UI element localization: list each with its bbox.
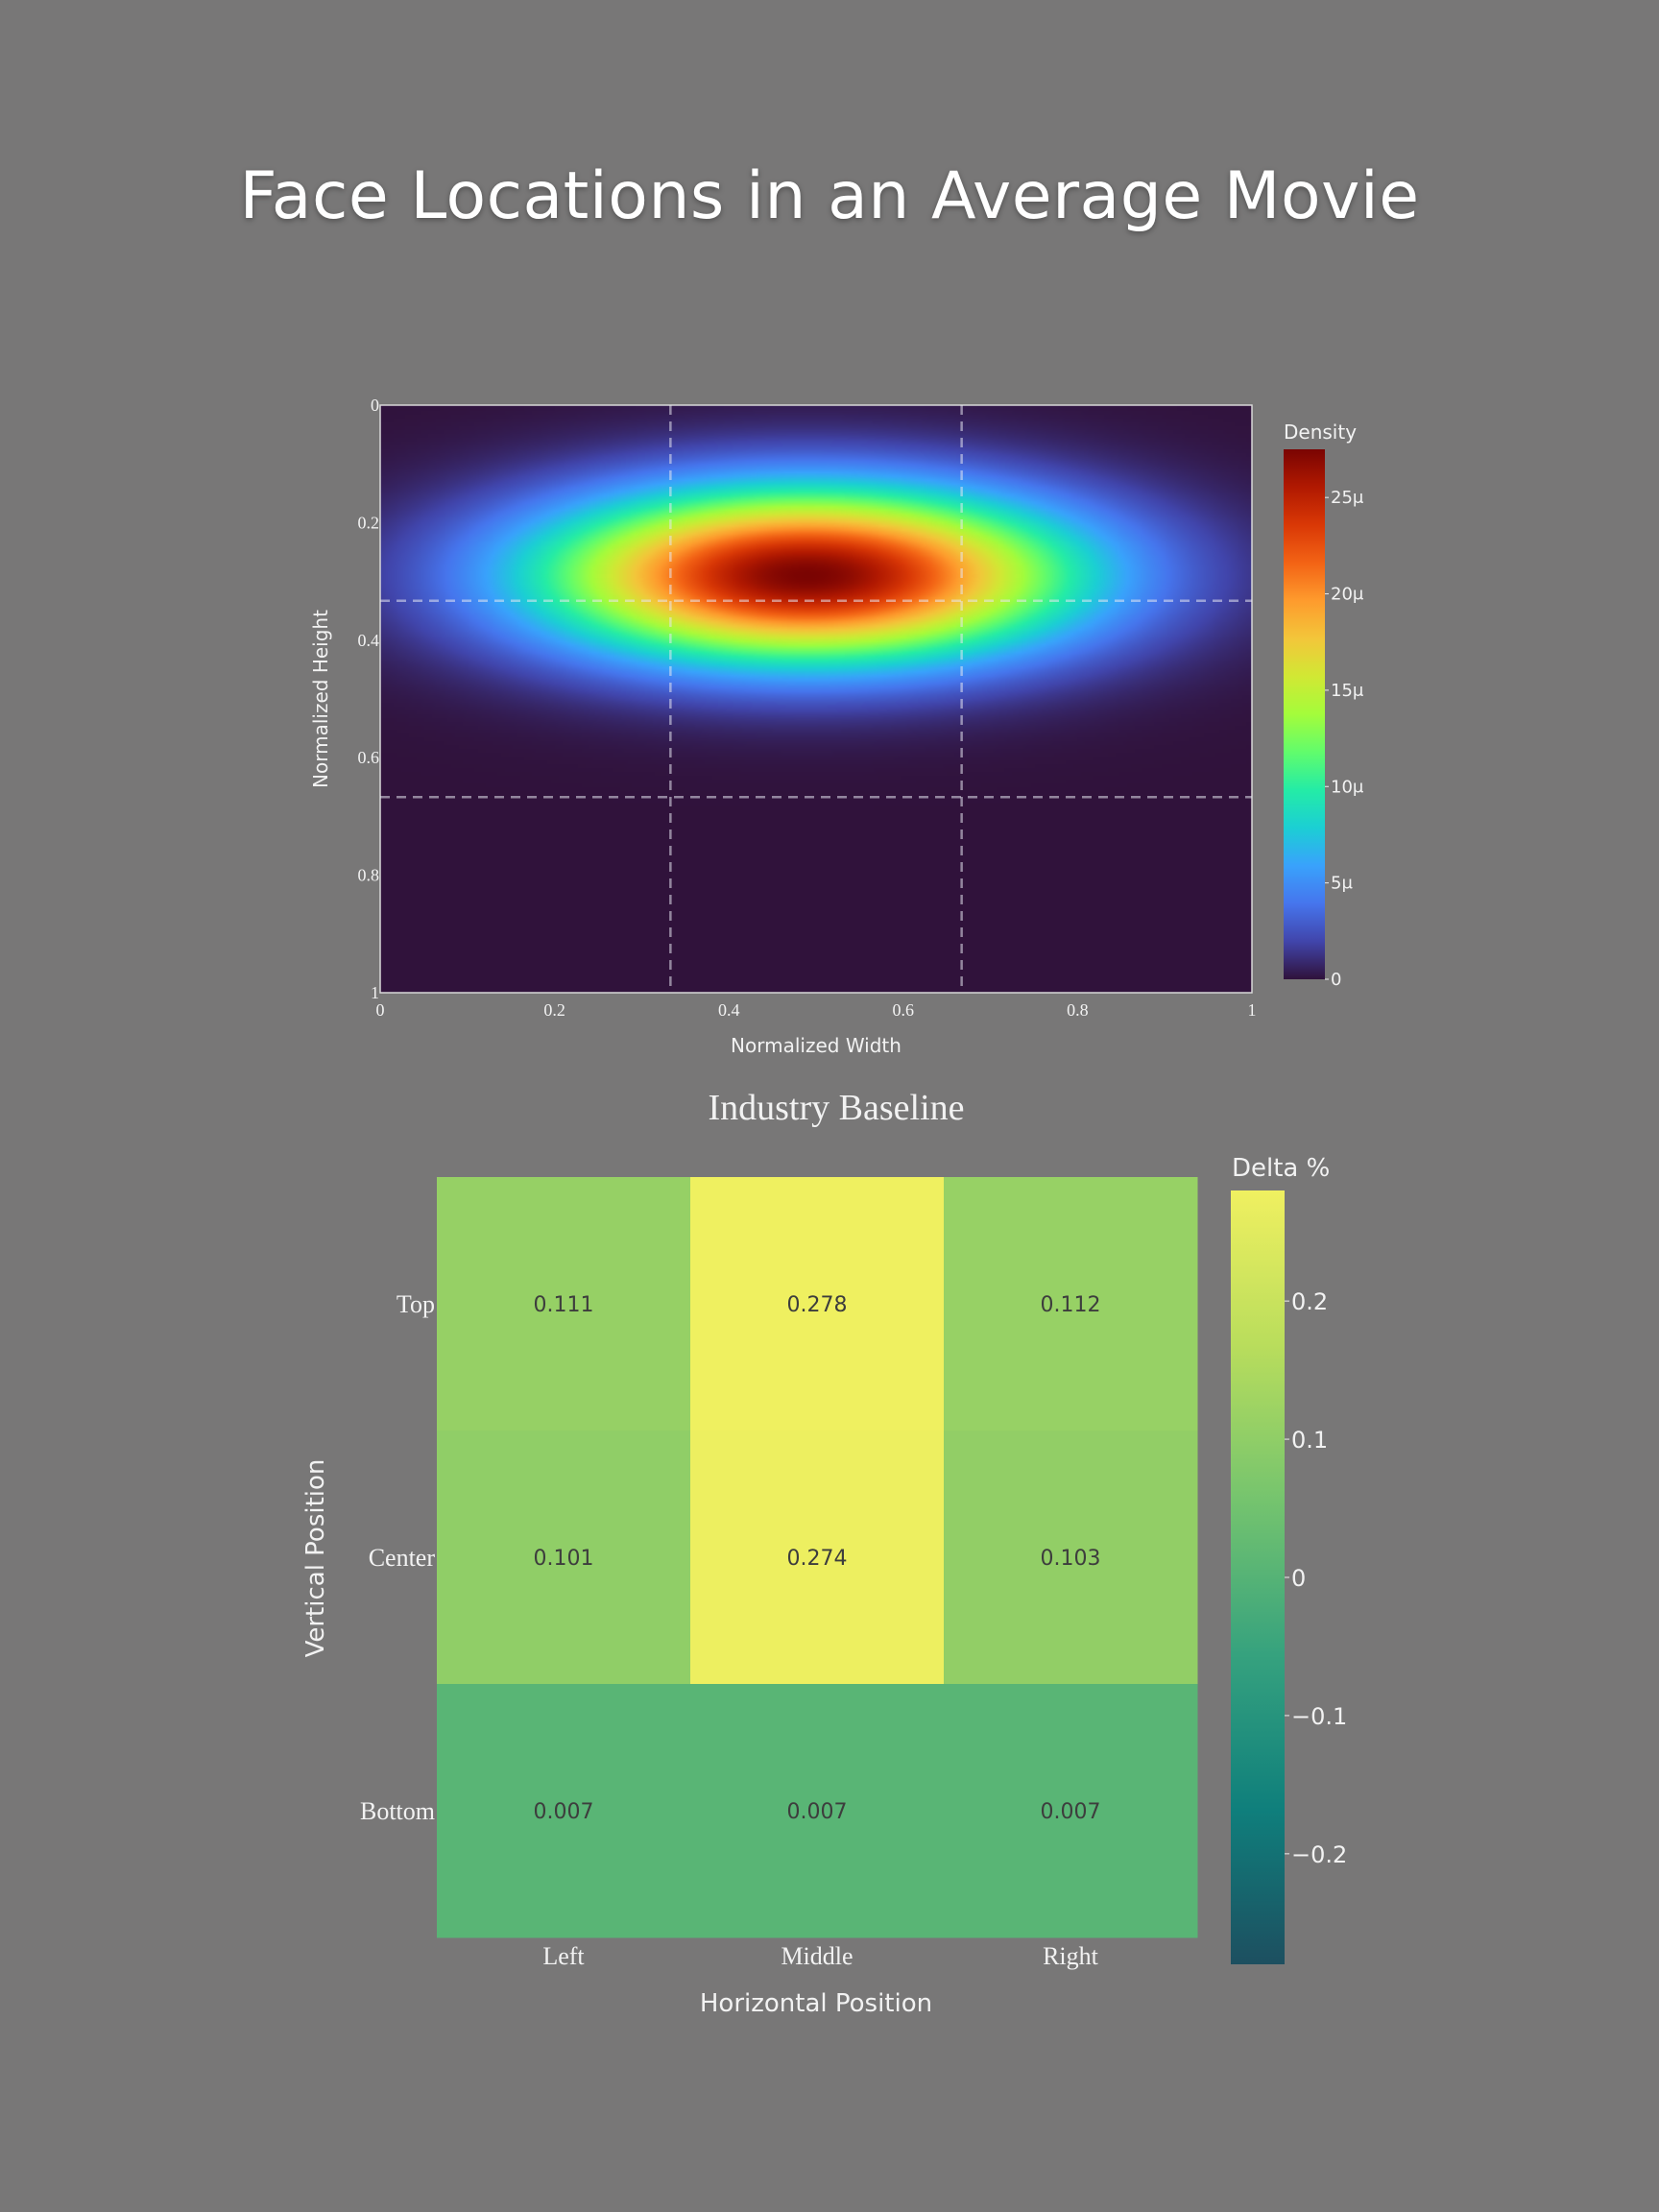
baseline-colorbar-tick-label: −0.2 — [1291, 1841, 1347, 1868]
density-colorbar-tick-label: 0 — [1331, 970, 1341, 990]
baseline-x-category-label: Left — [542, 1942, 585, 1970]
page-title: Face Locations in an Average Movie — [239, 158, 1420, 234]
baseline-x-axis-label: Horizontal Position — [700, 1989, 932, 2018]
baseline-colorbar — [1231, 1190, 1285, 1964]
baseline-cell — [944, 1431, 1198, 1685]
density-y-tick-label: 1 — [371, 983, 379, 1002]
density-x-axis-label: Normalized Width — [731, 1034, 902, 1057]
density-chart: 0 0.2 0.4 0.6 0.8 1 0 0.2 0.4 0.6 0.8 1 Normalized… — [309, 396, 1364, 1057]
density-x-tick-label: 0.2 — [543, 1000, 565, 1020]
baseline-y-category-label: Center — [369, 1544, 436, 1572]
density-plot-frame — [379, 404, 1253, 994]
density-colorbar-title: Density — [1284, 421, 1357, 444]
baseline-cell — [437, 1684, 691, 1938]
density-colorbar — [1284, 449, 1325, 979]
density-x-tick-label: 0.6 — [893, 1000, 915, 1020]
baseline-cell-value-label: 0.007 — [1041, 1800, 1101, 1824]
baseline-cell — [690, 1684, 945, 1938]
baseline-cell-value-label: 0.112 — [1041, 1293, 1101, 1317]
baseline-y-category-label: Bottom — [360, 1797, 435, 1825]
density-y-axis-label: Normalized Height — [309, 610, 332, 788]
density-x-tick-label: 0.4 — [718, 1000, 740, 1020]
baseline-colorbar-tick-label: −0.1 — [1291, 1703, 1347, 1730]
baseline-cell-value-label: 0.274 — [787, 1547, 848, 1571]
baseline-x-category-label: Middle — [781, 1942, 853, 1970]
density-y-tick-label: 0 — [371, 396, 379, 415]
baseline-cell-value-label: 0.101 — [534, 1547, 594, 1571]
density-colorbar-tick-label: 10μ — [1331, 777, 1364, 797]
baseline-y-axis-label: Vertical Position — [301, 1459, 330, 1658]
density-y-tick-label: 0.8 — [358, 866, 380, 885]
density-heat-image — [380, 405, 1252, 993]
density-colorbar-tick-label: 15μ — [1331, 681, 1364, 701]
baseline-cell — [437, 1177, 691, 1431]
baseline-cell-value-label: 0.007 — [787, 1800, 848, 1824]
baseline-colorbar-tick-label: 0.1 — [1291, 1427, 1328, 1454]
density-x-tick-label: 0.8 — [1067, 1000, 1089, 1020]
density-x-tick-label: 0 — [376, 1000, 385, 1020]
baseline-cell — [944, 1177, 1198, 1431]
baseline-colorbar-tick-label: 0 — [1291, 1565, 1306, 1592]
density-colorbar-tick-label: 25μ — [1331, 488, 1364, 508]
baseline-cell — [944, 1684, 1198, 1938]
baseline-cell — [690, 1177, 945, 1431]
baseline-cell — [437, 1431, 691, 1685]
density-x-tick-label: 1 — [1248, 1000, 1257, 1020]
baseline-cell — [690, 1431, 945, 1685]
baseline-x-category-label: Right — [1043, 1942, 1099, 1970]
baseline-colorbar-tick-label: 0.2 — [1291, 1288, 1328, 1315]
baseline-cell-value-label: 0.007 — [534, 1800, 594, 1824]
density-colorbar-tick-label: 20μ — [1331, 585, 1364, 605]
baseline-chart-title: Industry Baseline — [708, 1088, 964, 1128]
density-y-tick-label: 0.6 — [358, 748, 380, 767]
baseline-y-category-label: Top — [397, 1290, 435, 1318]
baseline-cell-value-label: 0.103 — [1041, 1547, 1101, 1571]
density-y-tick-label: 0.4 — [358, 631, 380, 650]
baseline-cell-value-label: 0.278 — [787, 1293, 848, 1317]
baseline-colorbar-title: Delta % — [1232, 1154, 1330, 1183]
baseline-chart: Industry Baseline 0.111 0.278 0.112 0.101 0.… — [301, 1088, 1347, 2018]
density-y-tick-label: 0.2 — [358, 513, 380, 532]
baseline-cell-value-label: 0.111 — [534, 1293, 594, 1317]
density-colorbar-tick-label: 5μ — [1331, 874, 1353, 894]
